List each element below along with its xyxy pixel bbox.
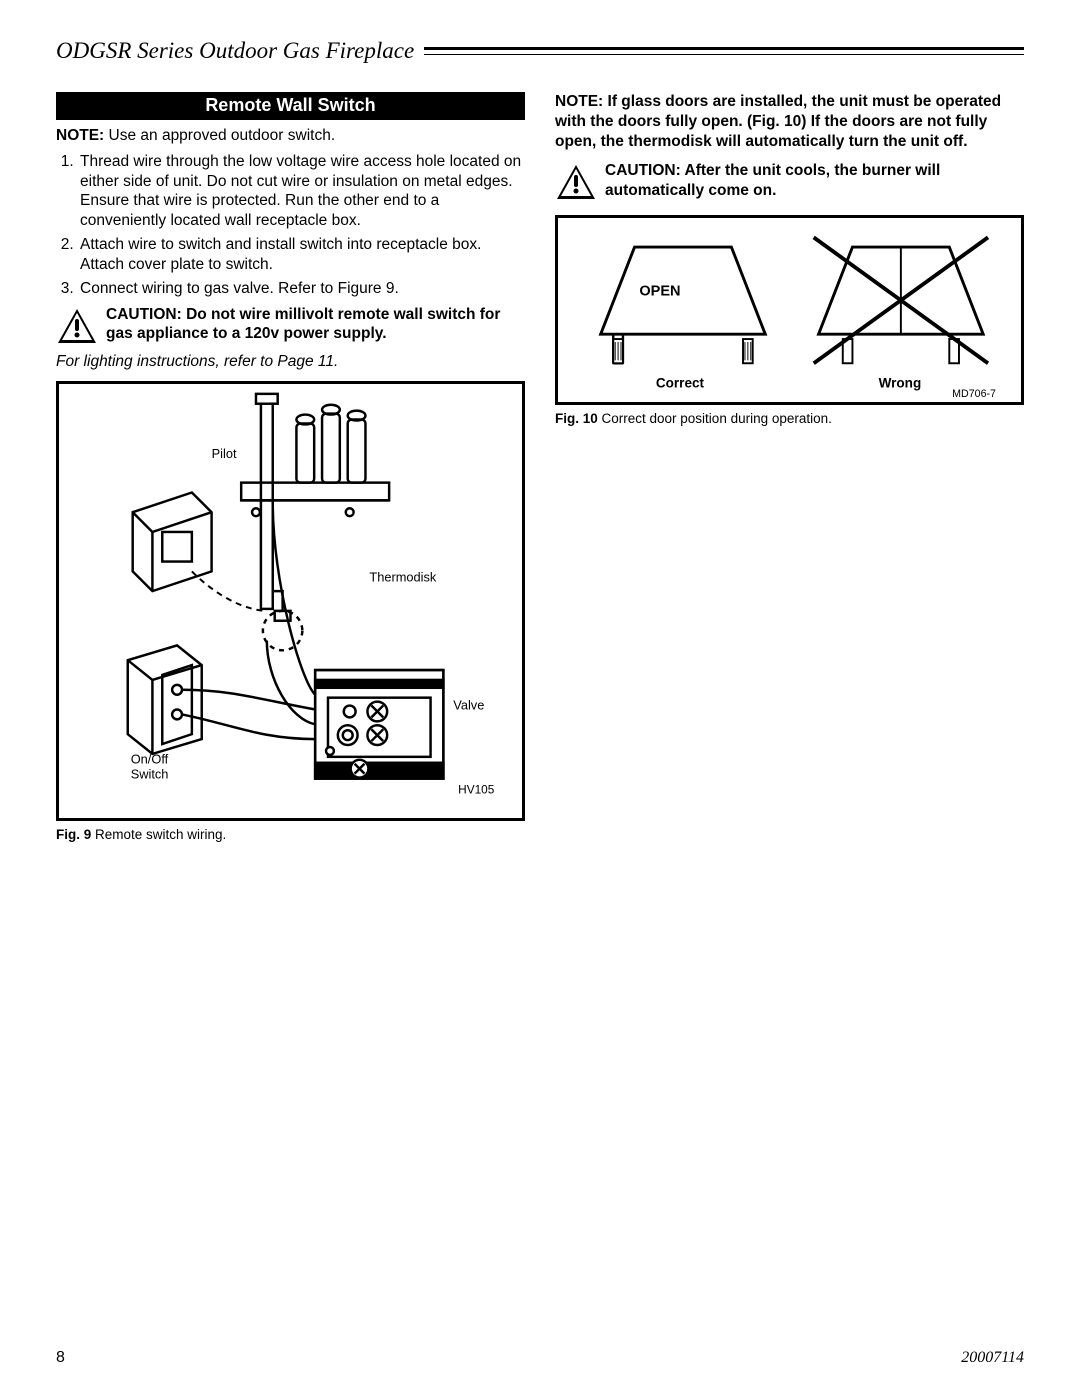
note-text: Use an approved outdoor switch. [104,127,335,144]
left-column: Remote Wall Switch NOTE: Use an approved… [56,92,525,842]
fig10-caption-bold: Fig. 10 [555,411,598,426]
figure-10-box: OPEN Correct Wrong [555,215,1024,405]
caution-text-left: CAUTION: Do not wire millivolt remote wa… [106,305,525,345]
warning-icon [555,163,597,201]
header-title: ODGSR Series Outdoor Gas Fireplace [56,38,424,64]
figure-9-caption: Fig. 9 Remote switch wiring. [56,827,525,842]
label-onoff-2: Switch [131,766,169,781]
caution-row-left: CAUTION: Do not wire millivolt remote wa… [56,305,525,345]
figure-10-svg: OPEN Correct Wrong [558,218,1021,402]
label-pilot: Pilot [212,446,237,461]
page-number: 8 [56,1349,65,1367]
fig9-caption-bold: Fig. 9 [56,827,91,842]
note-label: NOTE: [56,127,104,144]
doc-number: 20007114 [961,1349,1024,1367]
fig9-caption-rest: Remote switch wiring. [91,827,226,842]
step-2: Attach wire to switch and install switch… [78,235,525,275]
fig10-caption-rest: Correct door position during operation. [598,411,832,426]
label-valve: Valve [453,697,484,712]
caution-text-right: CAUTION: After the unit cools, the burne… [605,161,1024,201]
note-line: NOTE: Use an approved outdoor switch. [56,126,525,146]
label-wrong: Wrong [879,376,922,391]
steps-list: Thread wire through the low voltage wire… [56,152,525,299]
figure-9-box: Pilot Thermodisk Valve On/Off Switch HV1… [56,381,525,821]
step-1: Thread wire through the low voltage wire… [78,152,525,231]
figure-9-svg: Pilot Thermodisk Valve On/Off Switch HV1… [59,384,522,818]
label-md706: MD706-7 [952,389,996,401]
warning-icon [56,307,98,345]
page-header: ODGSR Series Outdoor Gas Fireplace [56,38,1024,64]
content-columns: Remote Wall Switch NOTE: Use an approved… [56,92,1024,842]
label-hv105: HV105 [458,782,495,796]
caution-row-right: CAUTION: After the unit cools, the burne… [555,161,1024,201]
step-3: Connect wiring to gas valve. Refer to Fi… [78,279,525,299]
page-footer: 8 20007114 [56,1349,1024,1367]
label-onoff-1: On/Off [131,751,169,766]
label-correct: Correct [656,376,705,391]
right-column: NOTE: If glass doors are installed, the … [555,92,1024,842]
lighting-ref: For lighting instructions, refer to Page… [56,353,525,371]
right-note: NOTE: If glass doors are installed, the … [555,92,1024,151]
page: ODGSR Series Outdoor Gas Fireplace Remot… [0,0,1080,1397]
section-heading: Remote Wall Switch [56,92,525,120]
label-thermodisk: Thermodisk [369,569,437,584]
figure-10-caption: Fig. 10 Correct door position during ope… [555,411,1024,426]
label-open: OPEN [639,284,680,300]
header-rule [424,47,1024,55]
